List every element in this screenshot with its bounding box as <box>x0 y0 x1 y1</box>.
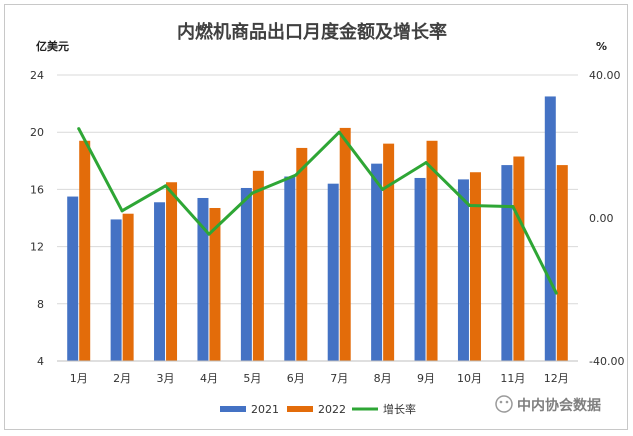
growth-rate-line <box>77 127 558 294</box>
x-tick-label: 2月 <box>113 372 131 385</box>
bar-2021 <box>154 202 166 361</box>
legend-label-growth: 增长率 <box>383 402 416 416</box>
x-tick-label: 10月 <box>457 372 482 385</box>
bar-2022 <box>166 182 178 361</box>
y2-axis-label: % <box>596 40 607 53</box>
bar-2021 <box>327 183 339 361</box>
y2-tick-label: 0.00 <box>589 212 614 225</box>
legend-label-2021: 2021 <box>251 403 279 416</box>
growth-rate-point <box>511 205 515 209</box>
bar-2022 <box>513 156 525 361</box>
bars <box>67 96 568 361</box>
growth-rate-point <box>207 232 211 236</box>
growth-rate-point <box>381 187 385 191</box>
growth-rate-point <box>337 130 341 134</box>
y-tick-label: 8 <box>37 298 44 311</box>
wechat-icon <box>495 395 513 413</box>
bar-2022 <box>79 140 91 361</box>
wechat-icon-dot-left <box>499 400 503 404</box>
y-tick-label: 16 <box>30 183 44 196</box>
y2-tick-label: 40.00 <box>589 69 621 82</box>
bar-2021 <box>544 96 556 361</box>
bar-2021 <box>110 219 122 361</box>
legend: 2021 2022 增长率 <box>220 402 416 416</box>
axes: 4 8 12 16 20 24 -40.00 0.00 40.00 1月 2月 3月 4月 5月 6月 7月 8… <box>30 69 624 385</box>
bar-2022 <box>426 140 438 361</box>
legend-label-2022: 2022 <box>318 403 346 416</box>
bar-2022 <box>296 147 308 361</box>
bar-2021 <box>284 176 296 361</box>
bar-2022 <box>252 170 264 361</box>
growth-rate-point <box>120 209 124 213</box>
y-axis-label: 亿美元 <box>36 39 69 53</box>
x-tick-label: 11月 <box>500 372 525 385</box>
bar-2021 <box>371 163 383 361</box>
bar-2022 <box>209 207 221 361</box>
x-tick-label: 8月 <box>374 372 392 385</box>
growth-rate-point <box>164 184 168 188</box>
growth-rate-point <box>250 191 254 195</box>
watermark: 中内协会数据 <box>495 395 601 414</box>
x-tick-label: 12月 <box>544 372 569 385</box>
growth-rate-point <box>554 291 558 295</box>
x-tick-label: 9月 <box>417 372 435 385</box>
bar-2022 <box>339 127 351 361</box>
bar-2021 <box>67 196 79 361</box>
x-tick-label: 6月 <box>287 372 305 385</box>
legend-swatch-2022 <box>287 406 313 412</box>
growth-rate-point <box>77 127 81 131</box>
x-tick-label: 3月 <box>157 372 175 385</box>
legend-swatch-2021 <box>220 406 246 412</box>
y-tick-label: 20 <box>30 126 44 139</box>
y2-tick-label: -40.00 <box>589 355 624 368</box>
bar-2021 <box>501 165 513 361</box>
watermark-text: 中内协会数据 <box>517 397 601 414</box>
wechat-icon-dot-right <box>505 400 509 404</box>
y-tick-label: 24 <box>30 69 44 82</box>
growth-rate-point <box>294 173 298 177</box>
bar-2022 <box>556 165 568 361</box>
growth-rate-point <box>424 161 428 165</box>
gridlines <box>57 74 578 362</box>
bar-2021 <box>240 187 252 361</box>
y-tick-label: 4 <box>37 355 44 368</box>
chart-title: 内燃机商品出口月度金额及增长率 <box>177 21 447 43</box>
x-tick-label: 4月 <box>200 372 218 385</box>
bar-2021 <box>414 177 426 361</box>
bar-2022 <box>383 143 395 361</box>
x-tick-label: 7月 <box>330 372 348 385</box>
bar-2022 <box>122 213 134 361</box>
y-tick-label: 12 <box>30 241 44 254</box>
bar-2021 <box>457 179 469 361</box>
x-tick-label: 1月 <box>70 372 88 385</box>
x-tick-label: 5月 <box>243 372 261 385</box>
growth-line-layer <box>77 127 558 295</box>
bar-2022 <box>469 172 481 361</box>
bar-2021 <box>197 197 209 361</box>
growth-rate-point <box>467 203 471 207</box>
